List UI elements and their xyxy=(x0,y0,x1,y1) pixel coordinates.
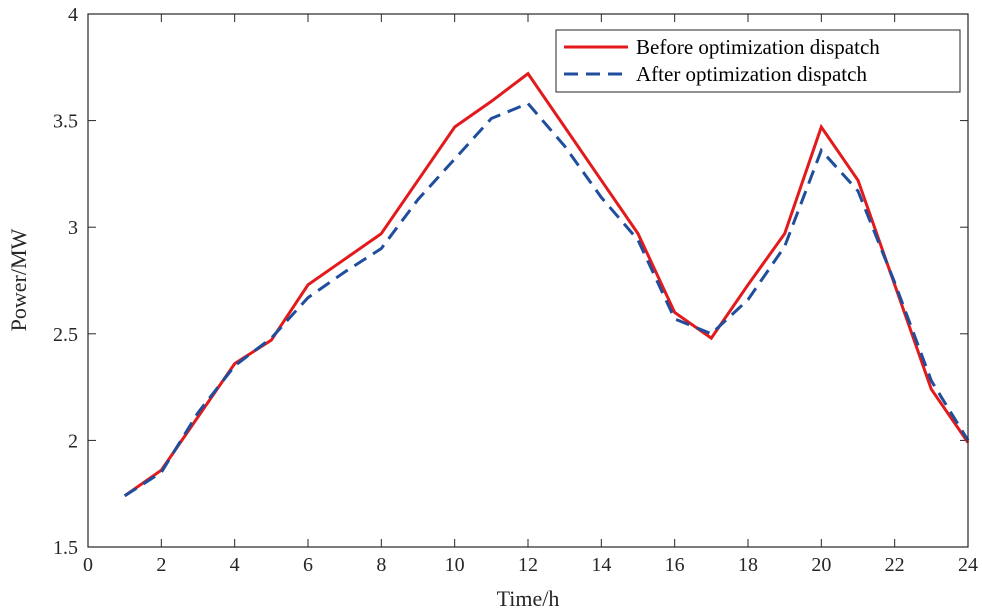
legend-box xyxy=(555,29,961,93)
y-tick-label: 2.5 xyxy=(53,324,78,346)
x-axis-label: Time/h xyxy=(497,586,560,611)
x-tick-label: 16 xyxy=(665,554,685,576)
x-tick-label: 0 xyxy=(83,554,93,576)
y-tick-label: 1.5 xyxy=(53,537,78,559)
x-tick-label: 10 xyxy=(445,554,465,576)
x-tick-label: 14 xyxy=(591,554,611,576)
y-tick-label: 3 xyxy=(68,217,78,239)
x-tick-label: 8 xyxy=(376,554,386,576)
x-tick-label: 2 xyxy=(156,554,166,576)
x-tick-label: 6 xyxy=(303,554,313,576)
tick-labels: 0 2 4 6 8 10 12 14 16 18 20 22 241.522.533.54 xyxy=(53,4,978,576)
x-tick-label: 22 xyxy=(885,554,905,576)
x-tick-label: 12 xyxy=(518,554,538,576)
y-tick-label: 2 xyxy=(68,430,78,452)
y-tick-label: 4 xyxy=(68,4,78,26)
series-line-after-optimization xyxy=(123,101,970,498)
legend-label: Before optimization dispatch xyxy=(636,35,880,59)
legend-label: After optimization dispatch xyxy=(636,62,867,86)
legend: Before optimization dispatch After optimi… xyxy=(555,29,961,93)
y-tick-label: 3.5 xyxy=(53,111,78,133)
x-tick-label: 18 xyxy=(738,554,758,576)
y-axis-label: Power/MW xyxy=(6,228,31,331)
x-tick-label: 4 xyxy=(230,554,240,576)
series-layer xyxy=(123,71,970,498)
axis-ticks xyxy=(87,13,969,548)
plot-frame xyxy=(87,13,969,548)
x-tick-label: 24 xyxy=(958,554,978,576)
x-tick-label: 20 xyxy=(811,554,831,576)
